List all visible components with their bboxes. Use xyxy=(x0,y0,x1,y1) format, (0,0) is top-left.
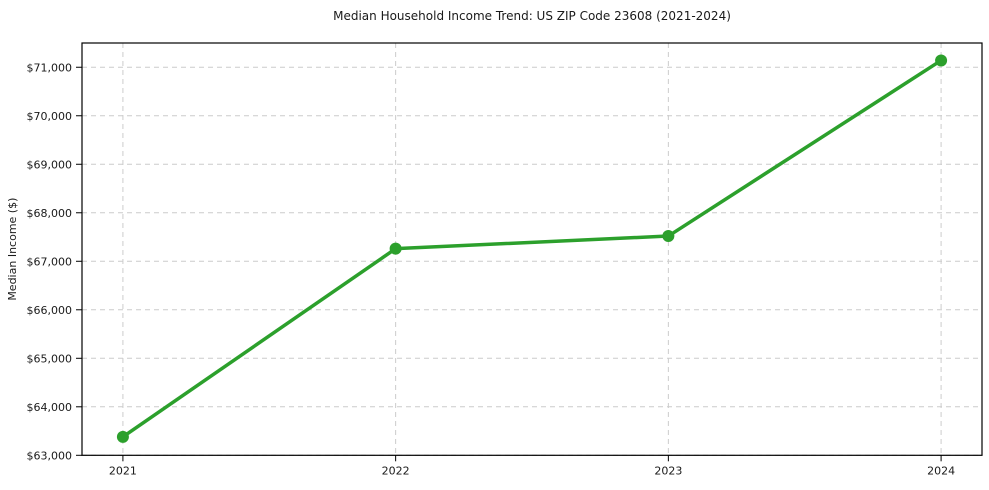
y-tick-label: $67,000 xyxy=(27,255,73,268)
y-tick-label: $70,000 xyxy=(27,110,73,123)
y-tick-label: $65,000 xyxy=(27,352,73,365)
y-tick-label: $63,000 xyxy=(27,449,73,462)
data-point xyxy=(662,230,675,243)
data-point xyxy=(389,242,402,255)
x-tick-label: 2024 xyxy=(927,464,955,477)
plot-border xyxy=(81,42,983,456)
x-tick-label: 2021 xyxy=(109,464,137,477)
x-tick-label: 2022 xyxy=(382,464,410,477)
y-tick-label: $68,000 xyxy=(27,207,73,220)
y-tick-label: $69,000 xyxy=(27,158,73,171)
y-tick-label: $64,000 xyxy=(27,401,73,414)
data-point xyxy=(935,54,948,67)
trend-line xyxy=(121,58,943,439)
x-tick-label: 2023 xyxy=(654,464,682,477)
y-tick-label: $71,000 xyxy=(27,61,73,74)
data-point xyxy=(116,430,129,443)
y-axis-label: Median Income ($) xyxy=(6,198,19,301)
chart-title: Median Household Income Trend: US ZIP Co… xyxy=(333,9,731,23)
y-tick-label: $66,000 xyxy=(27,304,73,317)
